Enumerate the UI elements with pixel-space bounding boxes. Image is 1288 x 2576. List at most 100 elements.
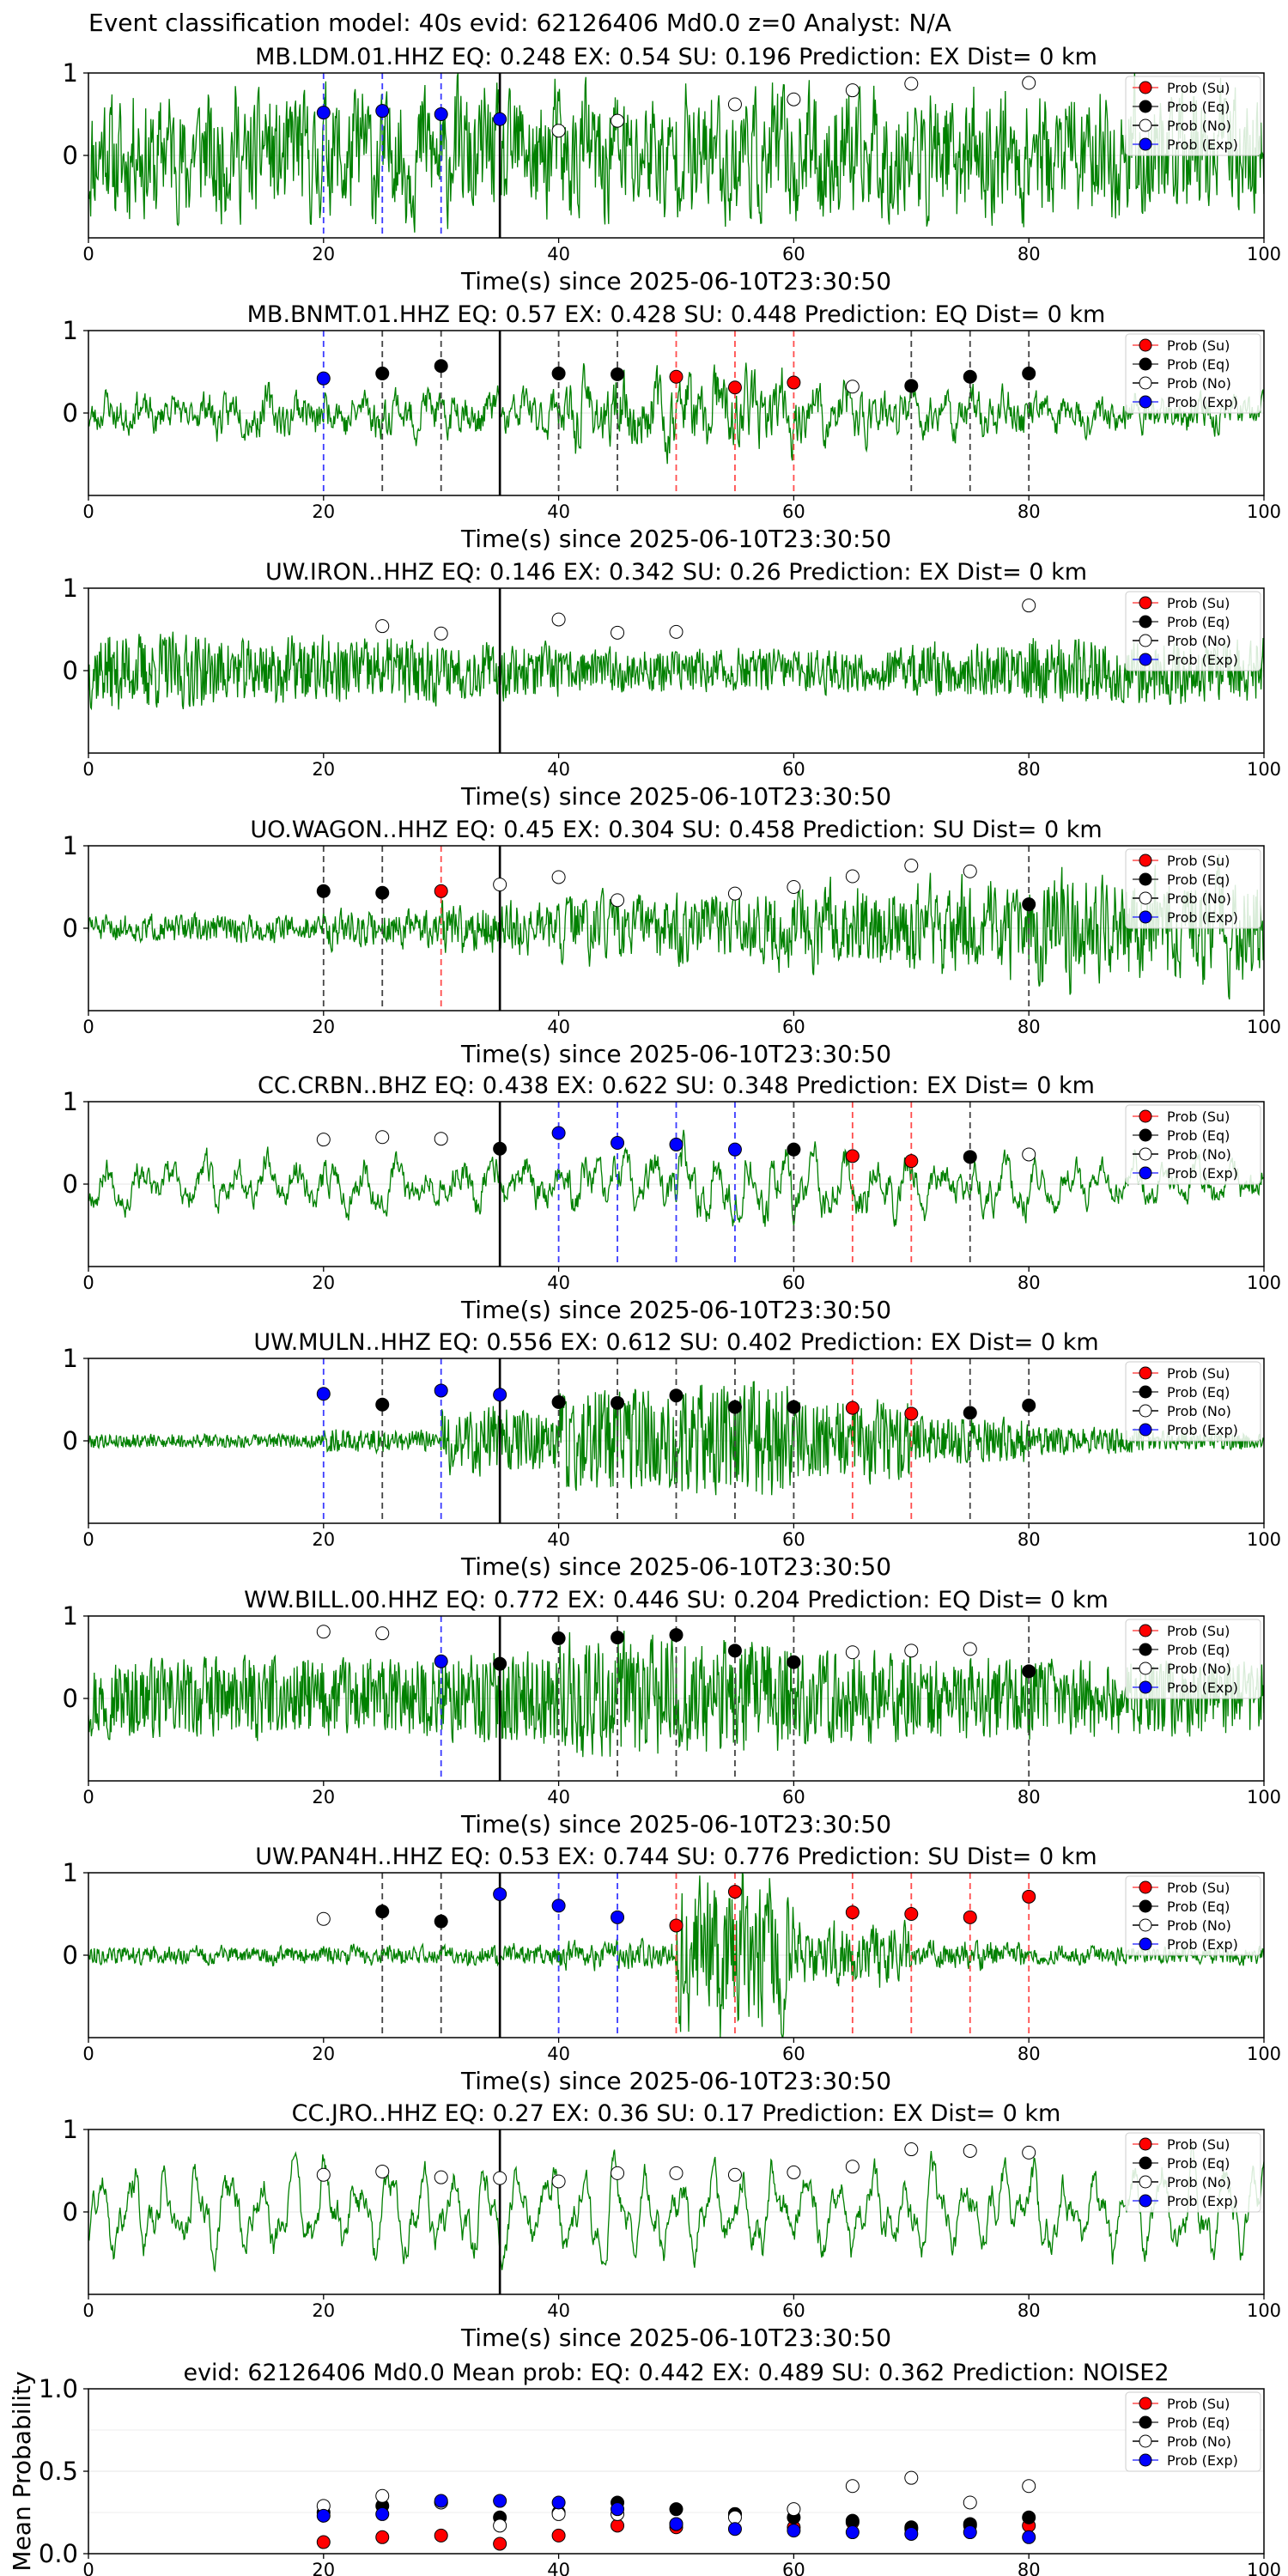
legend-marker-eq <box>1139 100 1152 113</box>
y-tick-label: 0 <box>63 1426 78 1455</box>
x-tick-label: 100 <box>1247 501 1281 522</box>
legend-label: Prob (No) <box>1167 1661 1231 1677</box>
prob-point-no <box>904 76 919 91</box>
x-tick-label: 80 <box>1018 2560 1041 2576</box>
mean-point-exp <box>611 2502 625 2517</box>
panel-7: WW.BILL.00.HHZ EQ: 0.772 EX: 0.446 SU: 0… <box>63 1587 1282 1838</box>
x-axis-label: Time(s) since 2025-06-10T23:30:50 <box>460 267 891 295</box>
prob-point-no <box>611 113 625 128</box>
x-axis-label: Time(s) since 2025-06-10T23:30:50 <box>460 1810 891 1838</box>
mean-point-eq <box>669 2502 683 2517</box>
legend-marker-eq <box>1139 1643 1152 1656</box>
x-tick-label: 80 <box>1018 759 1041 780</box>
mean-point-eq <box>845 2513 860 2528</box>
prob-point-eq <box>493 1141 507 1156</box>
prob-point-no <box>375 1130 390 1145</box>
legend-marker-su <box>1139 596 1152 610</box>
y-tick-label: 1 <box>63 1344 78 1373</box>
prob-point-no <box>904 1643 919 1658</box>
mean-point-no <box>551 2506 566 2521</box>
panel-3: UW.IRON..HHZ EQ: 0.146 EX: 0.342 SU: 0.2… <box>63 559 1282 811</box>
x-tick-label: 60 <box>782 244 805 264</box>
mean-point-exp <box>493 2494 507 2508</box>
legend-label: Prob (Eq) <box>1167 614 1230 630</box>
prob-point-su <box>434 884 448 898</box>
prob-point-no <box>1022 2145 1036 2160</box>
prob-point-su <box>904 1406 919 1421</box>
prob-point-su <box>787 375 801 390</box>
prob-point-no <box>316 1625 331 1639</box>
prob-point-eq <box>727 1400 742 1414</box>
y-tick-label: 1 <box>63 1087 78 1116</box>
legend-label: Prob (Su) <box>1167 853 1230 869</box>
x-tick-label: 100 <box>1247 759 1281 780</box>
x-tick-label: 40 <box>547 2044 570 2064</box>
legend-box <box>1125 333 1261 414</box>
y-tick-label: 0 <box>63 1170 78 1199</box>
mean-point-no <box>727 2510 742 2524</box>
legend-label: Prob (No) <box>1167 2174 1231 2190</box>
x-tick-label: 60 <box>782 759 805 780</box>
prob-point-eq <box>611 367 625 381</box>
prob-point-eq <box>727 1643 742 1658</box>
x-axis-label: Time(s) since 2025-06-10T23:30:50 <box>460 2324 891 2352</box>
x-tick-label: 40 <box>547 2560 570 2576</box>
mean-point-exp <box>551 2495 566 2510</box>
prob-point-eq <box>787 1400 801 1414</box>
legend-marker-su <box>1139 1880 1152 1894</box>
prob-point-exp <box>434 1654 448 1668</box>
y-tick-label: 1 <box>63 58 78 88</box>
prob-point-no <box>845 1645 860 1660</box>
legend-marker-exp <box>1139 1423 1152 1437</box>
panel-title: UO.WAGON..HHZ EQ: 0.45 EX: 0.304 SU: 0.4… <box>250 817 1102 843</box>
x-tick-label: 100 <box>1247 2044 1281 2064</box>
x-tick-label: 0 <box>82 759 94 780</box>
legend-marker-no <box>1139 1147 1152 1161</box>
x-tick-label: 100 <box>1247 1787 1281 1807</box>
legend-marker-no <box>1139 118 1152 132</box>
prob-point-no <box>316 1911 331 1926</box>
legend-label: Prob (Exp) <box>1167 1165 1238 1182</box>
legend: Prob (Su) Prob (Eq) Prob (No) Prob (Exp) <box>1125 591 1261 671</box>
legend-marker-su <box>1139 1366 1152 1380</box>
prob-point-eq <box>551 1631 566 1645</box>
prob-point-su <box>904 1154 919 1169</box>
prob-point-su <box>727 380 742 395</box>
x-axis-label: Time(s) since 2025-06-10T23:30:50 <box>460 782 891 811</box>
y-tick-label: 1 <box>63 831 78 860</box>
prob-point-eq <box>1022 1398 1036 1413</box>
legend-label: Prob (No) <box>1167 2433 1231 2450</box>
legend-marker-exp <box>1139 2194 1152 2208</box>
mean-point-no <box>1022 2479 1036 2494</box>
x-tick-label: 20 <box>312 1273 335 1293</box>
x-tick-label: 0 <box>82 501 94 522</box>
legend-box <box>1125 1619 1261 1699</box>
prob-point-no <box>434 626 448 641</box>
panel-8: UW.PAN4H..HHZ EQ: 0.53 EX: 0.744 SU: 0.7… <box>63 1844 1282 2095</box>
legend-box <box>1125 591 1261 671</box>
x-tick-label: 40 <box>547 244 570 264</box>
prob-point-no <box>963 1642 977 1656</box>
prob-point-eq <box>375 366 390 380</box>
legend: Prob (Su) Prob (Eq) Prob (No) Prob (Exp) <box>1125 1875 1261 1956</box>
legend-label: Prob (Exp) <box>1167 137 1238 153</box>
prob-point-no <box>316 2167 331 2182</box>
y-tick-label: 1.0 <box>39 2374 78 2403</box>
prob-point-exp <box>316 371 331 386</box>
prob-point-no <box>787 92 801 106</box>
x-tick-label: 0 <box>82 2300 94 2321</box>
prob-point-eq <box>963 1406 977 1420</box>
x-axis-label: Time(s) since 2025-06-10T23:30:50 <box>460 1552 891 1581</box>
legend-marker-exp <box>1139 1166 1152 1180</box>
prob-point-su <box>845 1149 860 1163</box>
x-tick-label: 60 <box>782 2300 805 2321</box>
prob-point-exp <box>316 1387 331 1401</box>
legend-label: Prob (Exp) <box>1167 1936 1238 1953</box>
y-tick-label: 1 <box>63 316 78 345</box>
legend-label: Prob (No) <box>1167 1403 1231 1419</box>
legend-label: Prob (Eq) <box>1167 356 1230 373</box>
legend-marker-su <box>1139 1624 1152 1637</box>
prob-point-no <box>611 893 625 908</box>
prob-point-exp <box>551 1899 566 1913</box>
